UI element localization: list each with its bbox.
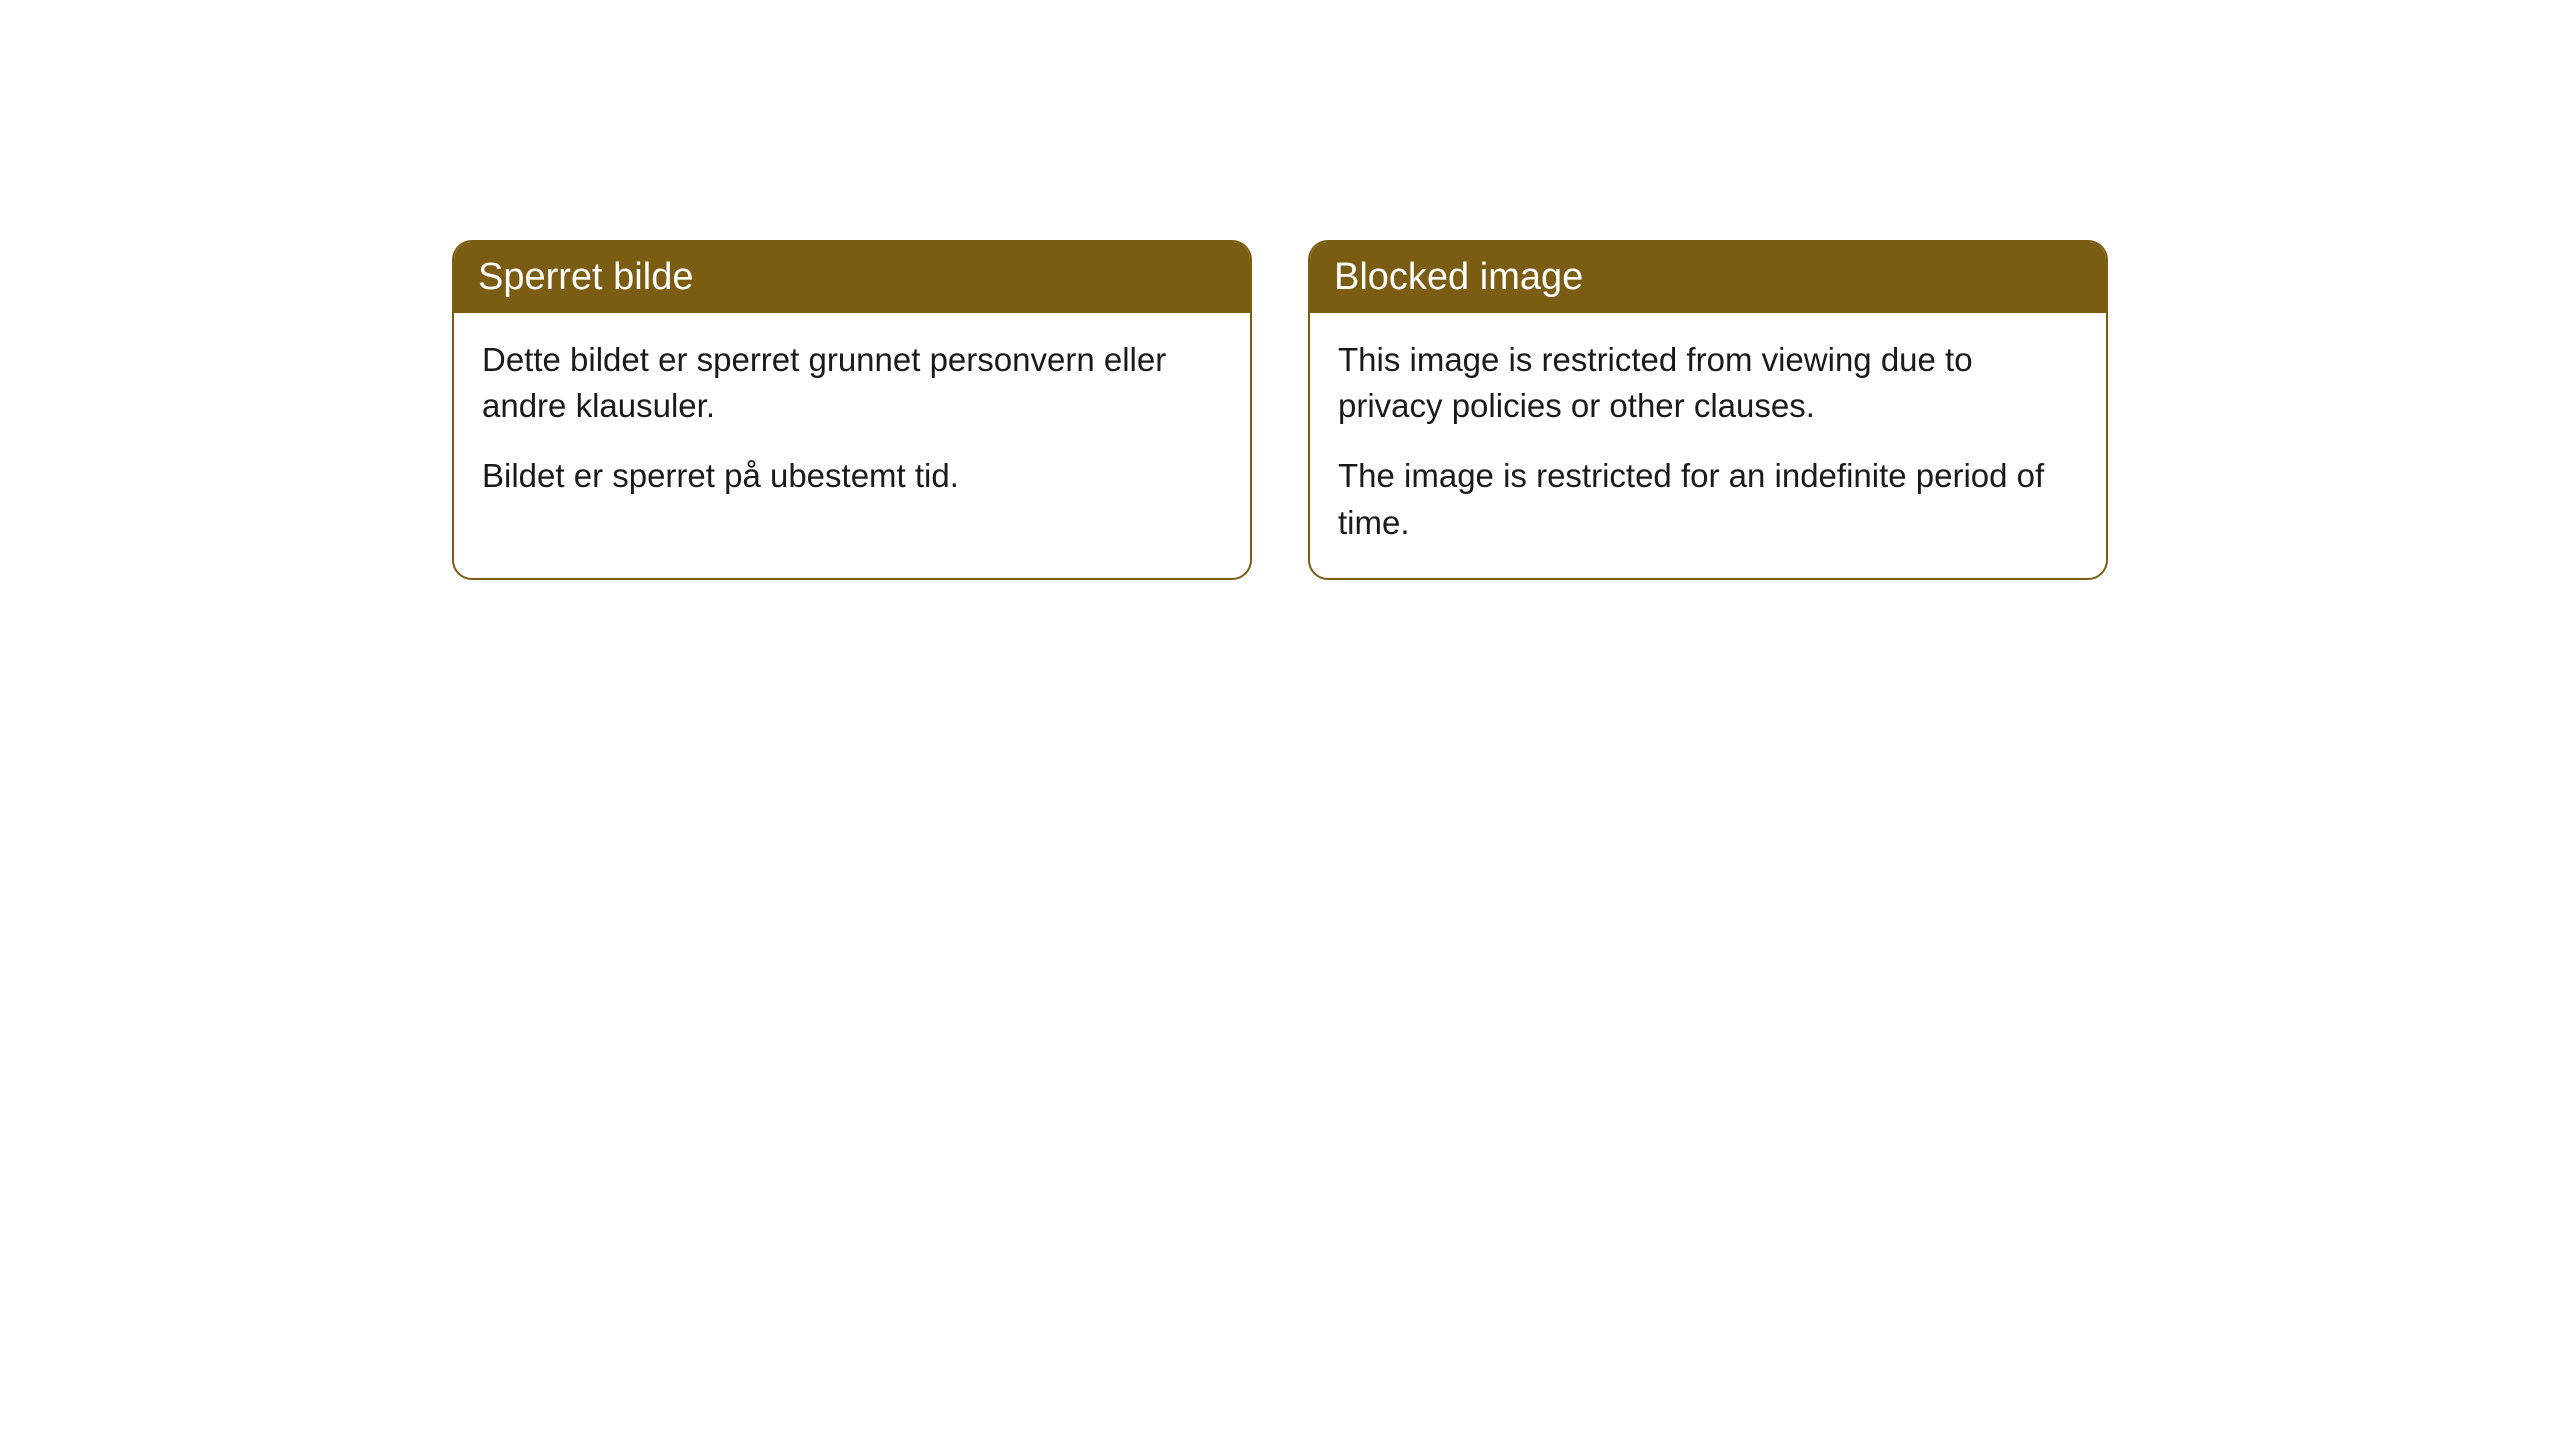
card-header: Blocked image xyxy=(1310,242,2106,313)
notice-card-english: Blocked image This image is restricted f… xyxy=(1308,240,2108,580)
card-body: This image is restricted from viewing du… xyxy=(1310,313,2106,578)
card-title: Blocked image xyxy=(1334,256,1583,298)
card-paragraph: Bildet er sperret på ubestemt tid. xyxy=(482,453,1222,499)
notice-cards-container: Sperret bilde Dette bildet er sperret gr… xyxy=(452,240,2108,580)
card-paragraph: The image is restricted for an indefinit… xyxy=(1338,453,2078,545)
card-title: Sperret bilde xyxy=(478,256,693,298)
card-paragraph: This image is restricted from viewing du… xyxy=(1338,337,2078,429)
card-paragraph: Dette bildet er sperret grunnet personve… xyxy=(482,337,1222,429)
card-body: Dette bildet er sperret grunnet personve… xyxy=(454,313,1250,532)
notice-card-norwegian: Sperret bilde Dette bildet er sperret gr… xyxy=(452,240,1252,580)
card-header: Sperret bilde xyxy=(454,242,1250,313)
